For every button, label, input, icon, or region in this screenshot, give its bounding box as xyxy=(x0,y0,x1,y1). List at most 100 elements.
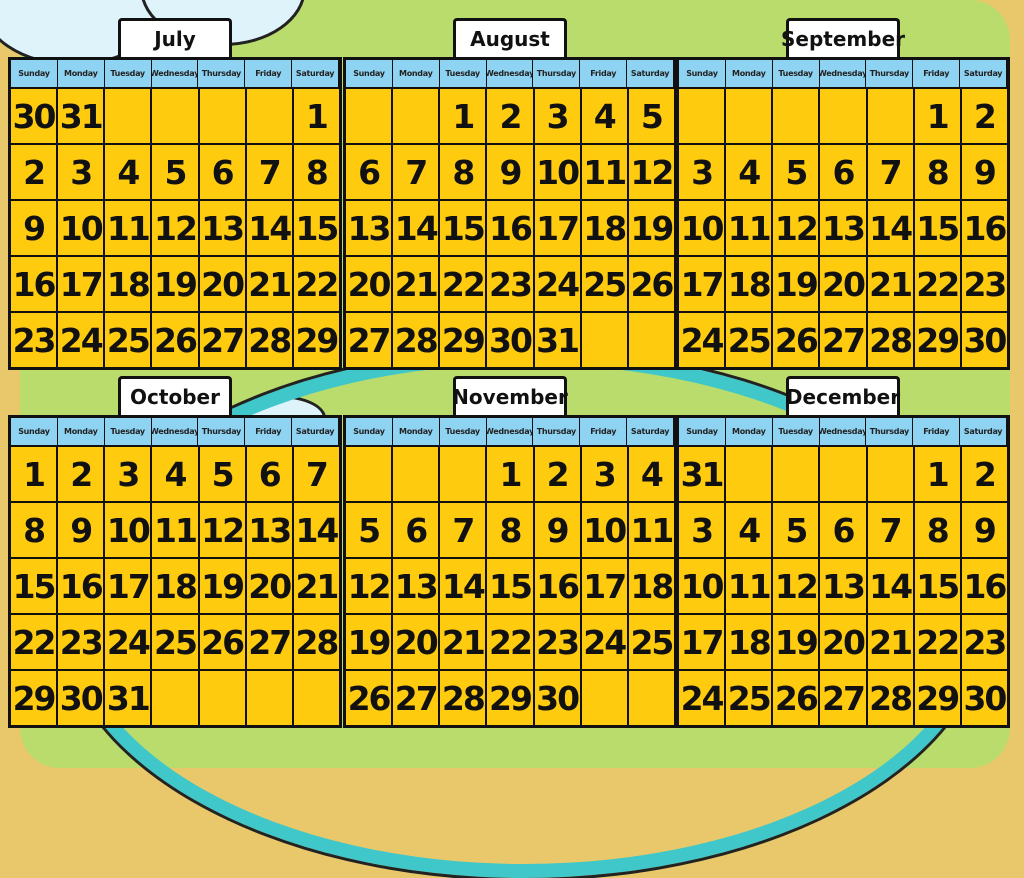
day-cell: 5 xyxy=(346,503,392,557)
day-cell: 3 xyxy=(105,447,151,501)
day-cell: 6 xyxy=(820,145,866,199)
weekday-label: Wednesday xyxy=(486,418,534,445)
day-cell: 29 xyxy=(487,671,533,725)
day-cell: 23 xyxy=(961,257,1007,311)
day-cell: 18 xyxy=(581,201,627,255)
day-cell xyxy=(199,89,245,143)
day-cell: 25 xyxy=(152,615,198,669)
weekday-label: Monday xyxy=(725,60,773,87)
day-cell: 18 xyxy=(726,257,772,311)
weekday-label: Thursday xyxy=(866,60,914,87)
day-cell: 2 xyxy=(961,89,1007,143)
month-title-october: October xyxy=(118,376,232,415)
day-cell: 17 xyxy=(105,559,151,613)
day-cell: 27 xyxy=(346,313,392,367)
day-cell: 28 xyxy=(867,671,913,725)
day-cell: 30 xyxy=(961,671,1007,725)
weekday-label: Friday xyxy=(913,418,961,445)
day-cell: 7 xyxy=(440,503,486,557)
weekday-label: Wednesday xyxy=(819,60,867,87)
day-cell: 31 xyxy=(58,89,104,143)
day-cell: 9 xyxy=(487,145,533,199)
day-cell: 29 xyxy=(293,313,339,367)
day-cell: 14 xyxy=(867,201,913,255)
weekday-label: Friday xyxy=(580,418,628,445)
weekday-label: Tuesday xyxy=(439,60,487,87)
day-cell: 3 xyxy=(534,89,580,143)
weekday-label: Sunday xyxy=(679,60,726,87)
day-cell: 27 xyxy=(820,313,866,367)
day-cell: 5 xyxy=(152,145,198,199)
weekday-label: Wednesday xyxy=(819,418,867,445)
day-cell: 16 xyxy=(11,257,57,311)
day-cell: 11 xyxy=(581,145,627,199)
month-title-july: July xyxy=(118,18,232,57)
day-cell: 13 xyxy=(346,201,392,255)
day-cell: 28 xyxy=(867,313,913,367)
day-cell xyxy=(440,447,486,501)
day-cell: 4 xyxy=(628,447,674,501)
day-cell: 31 xyxy=(679,447,725,501)
day-cell: 7 xyxy=(293,447,339,501)
weekday-label: Thursday xyxy=(533,60,581,87)
weekday-header: Sunday Monday Tuesday Wednesday Thursday Frid… xyxy=(11,418,339,445)
day-cell: 12 xyxy=(773,559,819,613)
day-cell: 16 xyxy=(961,559,1007,613)
day-cell xyxy=(199,671,245,725)
day-cell: 14 xyxy=(867,559,913,613)
day-cell: 1 xyxy=(293,89,339,143)
day-cell: 2 xyxy=(11,145,57,199)
month-title-november: November xyxy=(452,376,568,415)
day-cell xyxy=(393,447,439,501)
day-cell: 3 xyxy=(58,145,104,199)
day-cell: 21 xyxy=(867,615,913,669)
day-grid: 1 2 3 4 5 6 7 8 9 10 11 12 13 14 15 16 17 18 19 20 21 22 23 24 2… xyxy=(346,445,674,725)
weekday-label: Wednesday xyxy=(486,60,534,87)
day-cell: 15 xyxy=(487,559,533,613)
day-cell xyxy=(628,671,674,725)
day-cell: 5 xyxy=(199,447,245,501)
weekday-header: Sunday Monday Tuesday Wednesday Thursday Frid… xyxy=(679,418,1007,445)
day-cell: 2 xyxy=(961,447,1007,501)
day-cell: 29 xyxy=(440,313,486,367)
day-cell xyxy=(293,671,339,725)
day-cell: 30 xyxy=(11,89,57,143)
day-cell: 5 xyxy=(773,503,819,557)
day-cell xyxy=(346,447,392,501)
day-cell: 27 xyxy=(393,671,439,725)
day-cell: 10 xyxy=(679,559,725,613)
day-cell: 30 xyxy=(58,671,104,725)
day-cell: 21 xyxy=(393,257,439,311)
weekday-label: Wednesday xyxy=(151,418,199,445)
day-cell: 23 xyxy=(58,615,104,669)
month-calendar: Sunday Monday Tuesday Wednesday Thursday Frid… xyxy=(343,57,677,370)
day-cell xyxy=(346,89,392,143)
day-cell: 13 xyxy=(820,559,866,613)
day-cell: 12 xyxy=(773,201,819,255)
day-cell: 19 xyxy=(152,257,198,311)
day-cell: 3 xyxy=(679,503,725,557)
day-cell: 25 xyxy=(726,313,772,367)
day-cell: 11 xyxy=(152,503,198,557)
day-cell: 4 xyxy=(726,503,772,557)
day-cell xyxy=(246,671,292,725)
day-cell: 6 xyxy=(820,503,866,557)
day-cell: 2 xyxy=(487,89,533,143)
day-cell: 13 xyxy=(199,201,245,255)
day-cell: 24 xyxy=(534,257,580,311)
day-cell: 10 xyxy=(534,145,580,199)
day-cell xyxy=(581,313,627,367)
day-cell: 20 xyxy=(346,257,392,311)
day-cell: 27 xyxy=(199,313,245,367)
day-cell: 22 xyxy=(914,257,960,311)
day-cell: 14 xyxy=(246,201,292,255)
day-cell: 6 xyxy=(346,145,392,199)
day-cell: 24 xyxy=(105,615,151,669)
day-cell: 31 xyxy=(105,671,151,725)
weekday-label: Saturday xyxy=(627,418,674,445)
day-cell: 30 xyxy=(487,313,533,367)
day-cell: 31 xyxy=(534,313,580,367)
day-cell: 25 xyxy=(105,313,151,367)
day-cell: 19 xyxy=(346,615,392,669)
day-cell: 18 xyxy=(726,615,772,669)
